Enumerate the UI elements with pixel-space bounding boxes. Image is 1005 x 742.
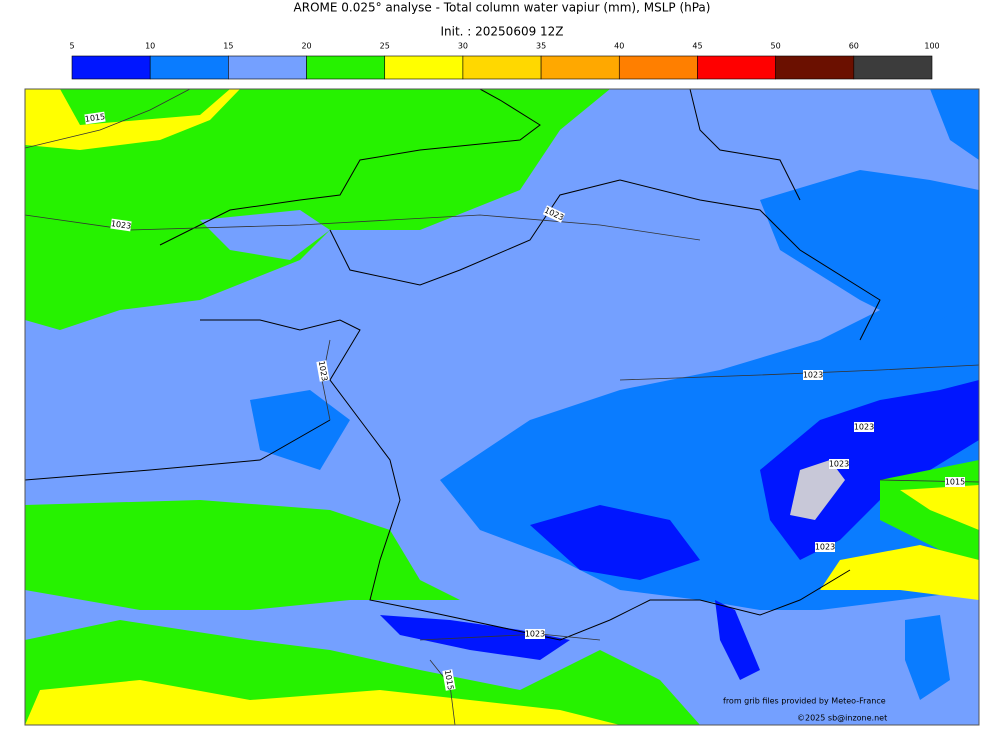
label-box	[110, 218, 132, 232]
credit: from grib files provided by Meteo-France	[723, 697, 886, 706]
colorbar-segment	[228, 55, 307, 80]
colorbar-tick-label: 25	[380, 42, 390, 51]
contour-label-text: 1023	[317, 360, 329, 382]
field-yellow	[25, 680, 620, 725]
field-blue	[250, 390, 350, 470]
map	[24, 88, 980, 726]
contour-label-text: 1023	[110, 219, 131, 231]
colorbar-tick-label: 45	[692, 42, 702, 51]
label-box	[945, 477, 965, 487]
colorbar-segment	[384, 55, 464, 80]
colorbar-segment	[306, 55, 386, 80]
colorbar-segment	[540, 55, 620, 80]
contour-label-text: 1015	[443, 669, 455, 691]
contour-label-text: 1023	[803, 371, 823, 380]
contour-label-text: 1023	[815, 543, 835, 552]
field-blue	[905, 615, 950, 700]
field-green	[25, 89, 610, 330]
label-box	[84, 111, 106, 125]
field-grey	[790, 460, 845, 520]
contour-label: 1015	[84, 111, 106, 125]
colorbar-tick-label: 30	[458, 42, 468, 51]
colorbar-tick-label: 60	[849, 42, 859, 51]
colorbar-segment	[71, 55, 151, 80]
coastlines	[25, 89, 881, 641]
credit: ©2025 sb@inzone.net	[797, 714, 887, 723]
field-yellow	[900, 485, 979, 530]
field-green	[25, 500, 460, 610]
colorbar-tick-label: 100	[924, 42, 939, 51]
contour-label: 1023	[316, 360, 330, 382]
colorbar-segment	[149, 55, 229, 80]
colorbar-tick-label: 40	[614, 42, 624, 51]
colorbar-tick-label: 20	[301, 42, 311, 51]
contour-label: 1023	[525, 629, 545, 639]
contour-label-text: 1015	[945, 478, 965, 487]
contour-label-text: 1023	[854, 423, 874, 432]
colorbar-segment	[697, 55, 776, 80]
colorbar-segment	[618, 55, 698, 80]
colorbar: 5 10 15 20 25 30 35 40 45 50 60 100	[69, 42, 940, 80]
contour-label-text: 1023	[525, 630, 545, 639]
colorbar-tick-label: 35	[536, 42, 546, 51]
colorbar-tick-label: 10	[145, 42, 155, 51]
contour-label-text: 1015	[84, 112, 105, 124]
field	[200, 210, 330, 260]
title: AROME 0.025° analyse - Total column wate…	[294, 1, 711, 15]
field-darkblue	[715, 600, 760, 680]
label-box	[525, 629, 545, 639]
colorbar-segment	[853, 55, 933, 80]
contour-label: 1023	[815, 542, 835, 552]
label-box	[542, 205, 566, 223]
colorbar-segment	[462, 55, 542, 80]
colorbar-tick-label: 15	[223, 42, 233, 51]
field-blue	[760, 170, 979, 330]
field-yellow	[820, 545, 979, 600]
label-box	[854, 422, 874, 432]
init-time: Init. : 20250609 12Z	[440, 25, 563, 39]
contour-label: 1015	[945, 477, 965, 487]
contour-label: 1023	[803, 370, 823, 380]
label-box	[829, 459, 849, 469]
colorbar-tick-label: 50	[771, 42, 781, 51]
contour-label: 1023	[854, 422, 874, 432]
field-blue	[930, 89, 979, 160]
contour-label: 1023	[110, 218, 132, 232]
label-box	[803, 370, 823, 380]
contour-label: 1023	[829, 459, 849, 469]
colorbar-segment	[775, 55, 855, 80]
map-frame	[24, 88, 980, 726]
label-box	[316, 360, 330, 382]
contour-label-text: 1023	[829, 460, 849, 469]
field-darkblue	[530, 505, 700, 580]
label-box	[442, 669, 456, 691]
colorbar-tick-label: 5	[69, 42, 74, 51]
label-box	[815, 542, 835, 552]
contour-label: 1015	[442, 669, 456, 691]
